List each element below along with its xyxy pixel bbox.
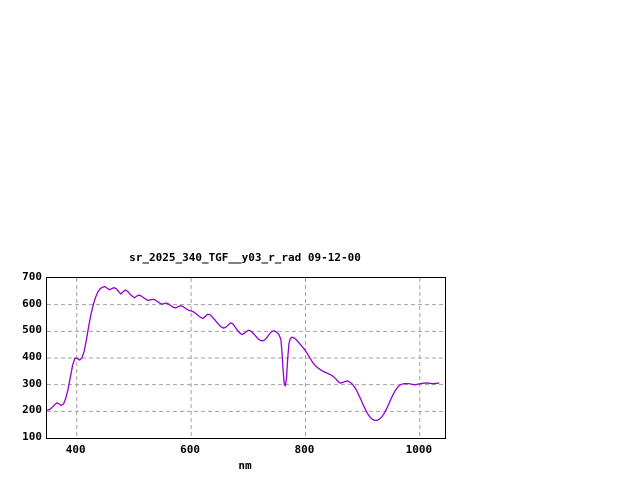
x-tick-label-600: 600 — [180, 443, 201, 456]
gridlines — [47, 278, 445, 438]
plot-area — [46, 277, 446, 439]
data-series-group — [47, 285, 440, 422]
plot-canvas — [47, 278, 445, 438]
y-tick-label-300: 300 — [22, 376, 42, 390]
y-tick-label-200: 200 — [22, 403, 42, 417]
y-tick-label-700: 700 — [22, 270, 42, 283]
x-axis-title: nm — [238, 459, 252, 472]
chart-title: sr_2025_340_TGF__y03_r_rad 09-12-00 — [129, 251, 361, 264]
y-tick-label-600: 600 — [22, 296, 42, 310]
x-tick-label-400: 400 — [65, 443, 86, 456]
data-line-0 — [47, 285, 440, 422]
y-tick-label-500: 500 — [22, 323, 42, 337]
x-tick-label-1000: 1000 — [405, 443, 433, 456]
y-tick-label-100: 100 — [22, 430, 42, 443]
y-tick-label-400: 400 — [22, 350, 42, 363]
x-tick-label-800: 800 — [294, 443, 315, 456]
